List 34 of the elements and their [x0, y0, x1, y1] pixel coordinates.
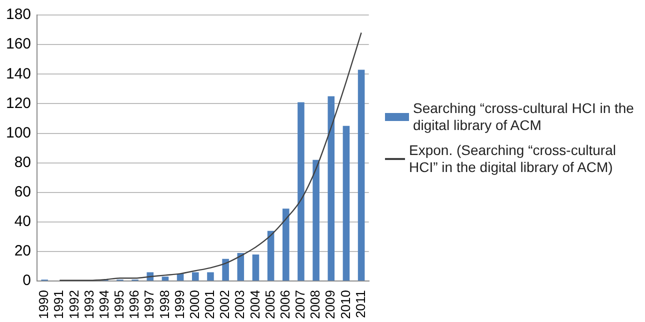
- x-tick-label: 1998: [156, 290, 172, 319]
- x-tick-label: 1995: [112, 290, 127, 319]
- x-tick-label: 2002: [217, 290, 232, 319]
- x-tick-label: 2010: [338, 290, 353, 319]
- x-tick-label: 2007: [292, 290, 308, 319]
- x-tick-label: 1997: [142, 290, 157, 319]
- x-tick-label: 2006: [277, 290, 292, 319]
- x-tick-label: 1996: [126, 290, 142, 319]
- y-tick-label: 80: [14, 154, 32, 171]
- x-tick-label: 1991: [51, 290, 66, 319]
- y-tick-label: 40: [14, 213, 32, 230]
- x-tick-label: 2008: [308, 290, 323, 319]
- x-tick-label: 2009: [322, 290, 338, 319]
- y-tick-label: 140: [6, 65, 32, 82]
- x-tick-label: 2000: [186, 290, 202, 319]
- x-tick-label: 1999: [172, 290, 187, 319]
- x-tick-label: 1994: [96, 290, 112, 319]
- y-tick-label: 100: [6, 124, 32, 142]
- y-tick-label: 20: [14, 242, 32, 260]
- x-tick-label: 1992: [66, 290, 82, 319]
- x-tick-label: 2004: [247, 290, 262, 319]
- legend-label: Searching “cross-cultural HCI in the digital library of ACM: [413, 100, 635, 134]
- y-tick-label: 60: [14, 184, 32, 201]
- y-tick-label: 160: [6, 36, 32, 53]
- y-tick-label: 180: [6, 6, 32, 24]
- x-tick-label: 2005: [262, 290, 278, 319]
- x-tick-label: 1990: [36, 290, 52, 319]
- x-tick-label: 1993: [81, 290, 96, 319]
- legend-label: Expon. (Searching “cross-cultural HCI” in the digital library of ACM): [409, 142, 617, 176]
- y-tick-label: 0: [22, 272, 32, 290]
- x-tick-label: 2001: [202, 290, 218, 319]
- x-tick-label: 2003: [232, 290, 248, 319]
- y-tick-label: 120: [6, 94, 32, 112]
- x-tick-label: 2011: [352, 290, 368, 318]
